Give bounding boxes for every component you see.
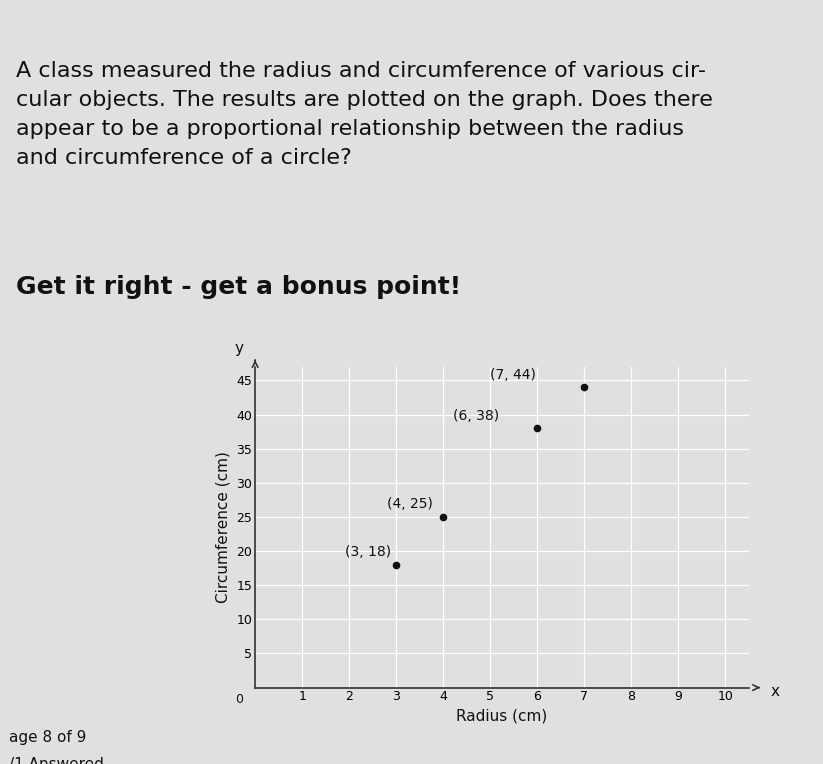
Text: Get it right - get a bonus point!: Get it right - get a bonus point! [16,275,462,299]
Text: (7, 44): (7, 44) [491,367,536,382]
Text: (4, 25): (4, 25) [387,497,433,511]
Text: (3, 18): (3, 18) [346,545,392,559]
Text: y: y [235,342,243,357]
X-axis label: Radius (cm): Radius (cm) [457,709,547,724]
Text: x: x [770,684,779,698]
Text: age 8 of 9: age 8 of 9 [9,730,86,745]
Y-axis label: Circumference (cm): Circumference (cm) [216,452,231,603]
Text: 0: 0 [235,693,244,706]
Text: /1 Answered: /1 Answered [9,757,104,764]
Text: A class measured the radius and circumference of various cir-
cular objects. The: A class measured the radius and circumfe… [16,61,714,167]
Text: (6, 38): (6, 38) [453,409,499,422]
